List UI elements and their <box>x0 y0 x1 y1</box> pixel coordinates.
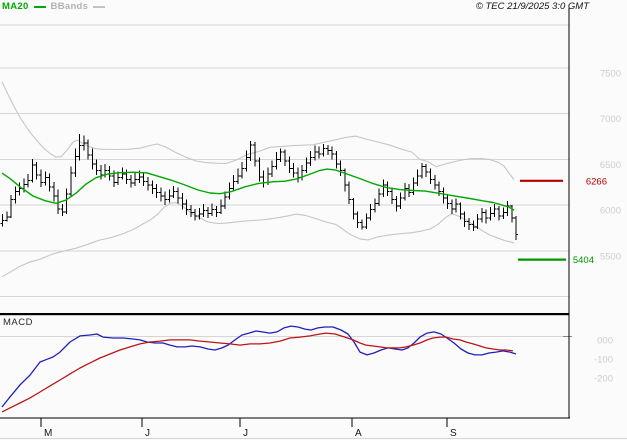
macd-line <box>1 325 517 408</box>
y-tick-label-5500: 5500 <box>600 251 621 262</box>
macd-tick-label-000: 000 <box>597 336 613 347</box>
panel-separator <box>0 313 569 316</box>
bollinger-upper-line <box>1 81 515 180</box>
y-tick-label-6500: 6500 <box>600 160 621 171</box>
month-label-A: A <box>355 428 362 439</box>
month-label-J: J <box>145 428 150 439</box>
ma20-line <box>1 168 515 211</box>
month-label-M: M <box>44 428 52 439</box>
y-tick-label-6000: 6000 <box>600 206 621 217</box>
level-label-5404: 5404 <box>573 255 594 266</box>
month-label-S: S <box>450 428 457 439</box>
ma20-line-swatch <box>33 5 46 8</box>
legend-bbands-label: BBands <box>50 1 89 12</box>
bbands-line-swatch <box>93 5 106 8</box>
bollinger-lower-line <box>1 201 515 278</box>
macd-tick-label--200: -200 <box>594 374 613 385</box>
legend-ma20-label: MA20 <box>2 1 29 12</box>
signal-line <box>1 332 514 413</box>
y-tick-label-7500: 7500 <box>600 69 621 80</box>
level-label-6266: 6266 <box>586 176 607 187</box>
macd-tick-label--100: -100 <box>594 355 613 366</box>
copyright-text: © TEC 21/9/2025 3:0 GMT <box>475 1 589 12</box>
chart-legend: MA20 BBands <box>2 1 106 12</box>
macd-panel-label: MACD <box>3 317 33 328</box>
y-tick-label-7000: 7000 <box>600 114 621 125</box>
month-label-J: J <box>243 428 248 439</box>
